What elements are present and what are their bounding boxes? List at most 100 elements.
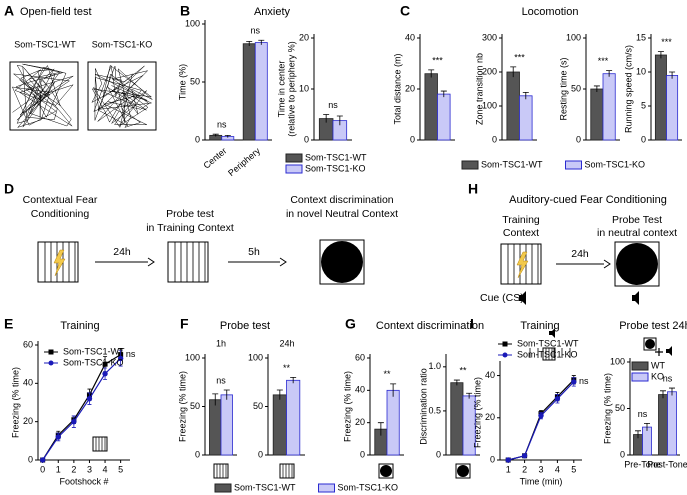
error-bar: [606, 70, 613, 77]
speaker: [519, 291, 526, 305]
error-bar: [522, 92, 529, 100]
marker: [39, 457, 46, 463]
x-tick-label: Pre-Tone: [624, 459, 661, 469]
y-axis-label: Resting time (s): [558, 57, 568, 120]
bar: [519, 95, 533, 141]
y-tick-label: 0: [195, 134, 200, 144]
error-bar: [223, 389, 230, 400]
chart-title: Anxiety: [254, 6, 291, 18]
x-tick-label: Periphery: [226, 145, 262, 178]
arrow-head: [147, 257, 155, 267]
legend-label: KO: [651, 371, 664, 381]
protocol-h: Auditory-cued Fear Conditioning Training…: [480, 194, 677, 305]
y-tick-label: 300: [482, 32, 497, 42]
y-tick-label: 100: [185, 18, 200, 28]
delay: 24h: [113, 246, 131, 258]
y-tick-label: 40: [355, 385, 365, 395]
error-bar: [212, 393, 219, 406]
legend-marker: [502, 341, 508, 347]
y-tick-label: 0: [641, 134, 646, 144]
bar: [506, 71, 520, 141]
bar: [286, 379, 301, 456]
step-label: Context discrimination: [290, 194, 393, 206]
error-bar: [635, 430, 641, 439]
arrow-head: [603, 259, 611, 269]
legend-swatch: [285, 164, 303, 174]
y-tick-label: 0: [304, 134, 309, 144]
y-axis-label: Freezing (% time): [342, 371, 352, 442]
x-tick-label: 4: [103, 464, 108, 474]
error-bar: [644, 422, 650, 431]
context-icon: [92, 436, 108, 452]
y-tick-label: 0: [576, 134, 581, 144]
y-tick-label: 100: [482, 100, 497, 110]
y-tick-label: 200: [482, 66, 497, 76]
bar: [272, 394, 287, 456]
y-tick-label: 1.0: [428, 361, 441, 371]
y-tick-label: 20: [299, 32, 309, 42]
marker: [102, 361, 108, 367]
line: [508, 381, 575, 461]
neutral-context: [321, 241, 363, 283]
error-bar: [453, 379, 460, 386]
bar: [386, 389, 400, 456]
y-tick-label: 0: [620, 449, 625, 459]
y-tick-label: 0: [28, 454, 33, 464]
significance: ns: [126, 349, 136, 359]
line: [42, 354, 121, 461]
y-tick-label: 15: [636, 32, 646, 42]
legend-label: Som-TSC1-KO: [63, 357, 124, 367]
error-bar: [510, 66, 517, 78]
x-tick-label: 3: [538, 464, 543, 474]
x-tick-label: 2: [71, 464, 76, 474]
x-tick-label: 4: [555, 464, 560, 474]
x-tick-label: Center: [201, 146, 228, 171]
bar: [437, 93, 451, 141]
panel-letter: H: [468, 181, 478, 197]
error-bar: [323, 114, 330, 123]
significance: ns: [638, 409, 648, 419]
panel-title: Auditory-cued Fear Conditioning: [509, 194, 667, 206]
protocol-d: Contextual Fear Conditioning 24h Probe t…: [23, 194, 398, 285]
context-box: [37, 241, 79, 283]
significance: ***: [598, 56, 609, 66]
legend-label: Som-TSC1-WT: [234, 482, 296, 492]
legend-swatch: [214, 483, 232, 493]
significance: ns: [216, 375, 226, 385]
context-icon: [455, 463, 471, 479]
chart-title: Training: [60, 320, 99, 332]
y-tick-label: 10: [636, 66, 646, 76]
marker: [554, 396, 561, 402]
error-bar: [669, 71, 676, 79]
step-label: Contextual Fear: [23, 194, 98, 206]
group-label: Som-TSC1-KO: [92, 39, 153, 49]
context-icon: [378, 463, 394, 479]
legend-label: Som-TSC1-WT: [481, 159, 543, 169]
bar: [642, 426, 652, 456]
y-tick-label: 0: [258, 449, 263, 459]
marker: [55, 434, 61, 440]
error-bar: [428, 69, 435, 78]
context-box: [167, 241, 209, 283]
y-tick-label: 20: [485, 412, 495, 422]
x-tick-label: 2: [522, 464, 527, 474]
y-axis-label: Time in center: [276, 61, 286, 118]
legend-label: Som-TSC1-WT: [517, 338, 579, 348]
significance: ns: [250, 26, 260, 36]
context-icon: [643, 337, 657, 351]
y-tick-label: 0: [410, 134, 415, 144]
context-box: [500, 243, 542, 285]
shock-icon: [53, 249, 66, 277]
legend-marker: [502, 352, 508, 358]
marker: [521, 453, 528, 459]
bar: [242, 43, 256, 141]
chart-title: Training: [520, 320, 559, 332]
y-axis-label: Freezing (% time): [602, 373, 612, 444]
error-bar: [290, 377, 297, 384]
step-label: Conditioning: [31, 208, 90, 220]
step-label: in novel Neutral Context: [286, 208, 398, 220]
y-tick-label: 0: [490, 454, 495, 464]
y-tick-label: 40: [405, 32, 415, 42]
step-label: Probe test: [166, 208, 214, 220]
